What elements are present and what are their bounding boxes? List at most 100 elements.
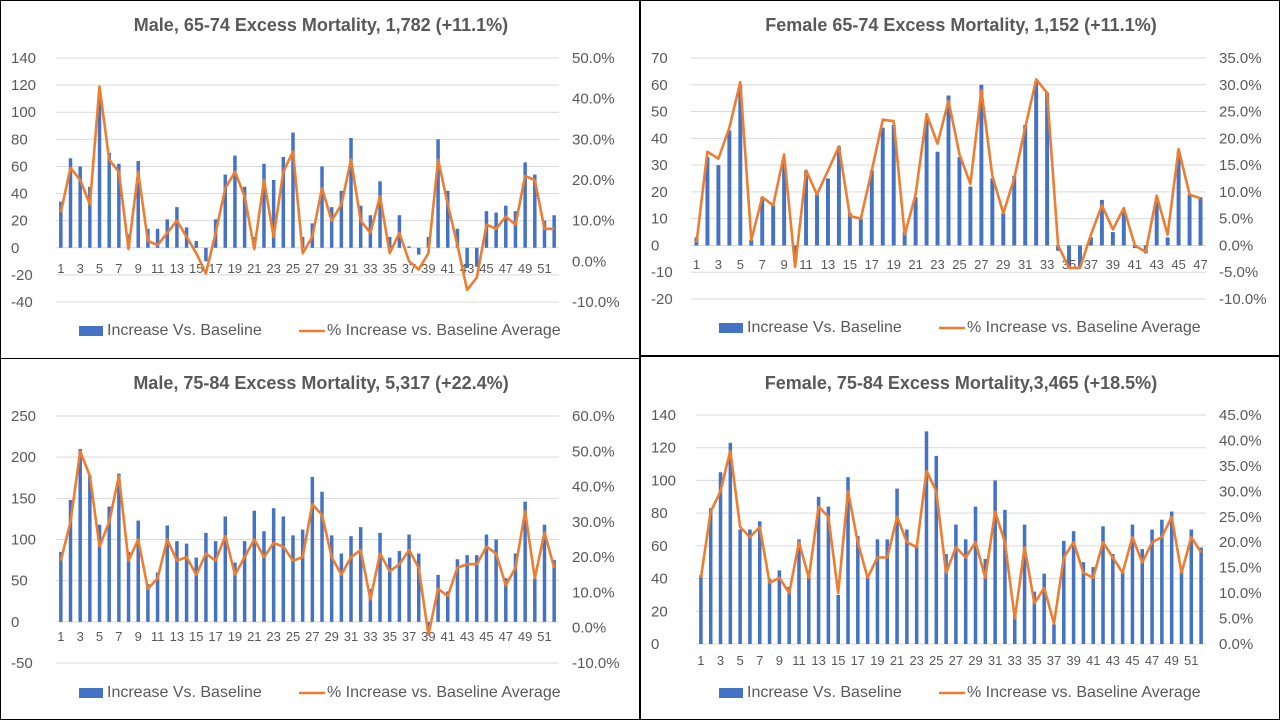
x-tick-label: 19	[228, 261, 242, 276]
bar	[924, 431, 929, 644]
y-tick-label: 0	[651, 237, 659, 254]
x-tick-label: 25	[929, 653, 943, 668]
chart-male-65-74: Male, 65-74 Excess Mortality, 1,782 (+11…	[11, 15, 620, 339]
bar	[748, 529, 752, 644]
series-line	[695, 78, 1201, 270]
y-tick-label: 0	[11, 614, 19, 631]
bar	[705, 157, 710, 246]
y2-tick-label: 30.0%	[1219, 77, 1262, 94]
x-tick-label: 11	[792, 653, 806, 668]
bar	[504, 205, 508, 248]
bar	[771, 205, 776, 246]
legend-swatch-bar	[719, 323, 743, 333]
bar	[826, 506, 831, 644]
x-tick-label: 33	[1040, 257, 1054, 272]
y2-tick-label: 30.0%	[1219, 483, 1262, 500]
y-tick-label: -20	[651, 291, 673, 308]
y-tick-label: 80	[11, 131, 28, 148]
bar	[869, 170, 874, 246]
bar	[88, 475, 92, 622]
x-tick-label: 39	[421, 261, 435, 276]
y2-tick-label: 20.0%	[572, 172, 615, 189]
bar	[1111, 554, 1115, 644]
chart-female-75-84: Female, 75-84 Excess Mortality,3,465 (+1…	[651, 373, 1262, 701]
x-tick-label: 25	[286, 261, 300, 276]
legend-swatch-bar	[719, 688, 743, 698]
bar	[223, 516, 228, 622]
bar	[291, 535, 295, 622]
bar	[233, 562, 237, 622]
bar	[880, 127, 885, 246]
x-tick-label: 21	[247, 261, 261, 276]
bar	[1160, 519, 1164, 644]
x-tick-label: 5	[96, 629, 103, 644]
bar	[136, 161, 140, 248]
chart-panel-male-65-74: Male, 65-74 Excess Mortality, 1,782 (+11…	[0, 0, 640, 360]
y2-tick-label: 15.0%	[1219, 560, 1262, 577]
y2-tick-label: 30.0%	[572, 514, 615, 531]
x-tick-label: 29	[968, 653, 982, 668]
y-tick-label: 60	[651, 538, 668, 555]
x-tick-label: 39	[421, 629, 435, 644]
y-tick-label: 120	[651, 440, 676, 457]
bar	[339, 190, 344, 248]
y2-tick-label: 40.0%	[572, 479, 615, 496]
y2-tick-label: 35.0%	[1219, 50, 1262, 67]
bar	[954, 524, 958, 644]
legend-label-line: % Increase vs. Baseline Average	[967, 319, 1201, 336]
y2-tick-label: 40.0%	[1219, 432, 1262, 449]
x-tick-label: 23	[930, 257, 944, 272]
bar	[329, 207, 334, 248]
x-tick-label: 51	[537, 261, 551, 276]
bar	[136, 520, 140, 622]
bar	[252, 510, 257, 622]
bar	[242, 541, 247, 622]
x-tick-label: 43	[1149, 257, 1163, 272]
bar	[523, 501, 527, 622]
y2-tick-label: 10.0%	[572, 584, 615, 601]
x-tick-label: 13	[821, 257, 835, 272]
x-tick-label: 13	[811, 653, 825, 668]
bar	[204, 247, 208, 262]
x-tick-label: 9	[781, 257, 788, 272]
bar	[523, 162, 527, 248]
bar	[825, 178, 830, 246]
x-tick-label: 15	[189, 629, 203, 644]
bar	[891, 124, 896, 246]
x-tick-label: 17	[865, 257, 879, 272]
bar	[1023, 124, 1028, 246]
y2-tick-label: 20.0%	[572, 549, 615, 566]
y-tick-label: 50	[11, 573, 28, 590]
bar	[1067, 245, 1072, 267]
y2-tick-label: -10.0%	[572, 294, 620, 311]
y2-tick-label: 0.0%	[1219, 237, 1253, 254]
bar	[760, 197, 765, 246]
x-tick-label: 11	[799, 257, 813, 272]
bar	[963, 539, 968, 644]
bar	[281, 516, 286, 622]
bar	[300, 529, 305, 622]
bar	[416, 553, 421, 622]
x-tick-label: 45	[479, 261, 493, 276]
bar	[1130, 524, 1135, 644]
bar	[310, 476, 315, 622]
y2-tick-label: 10.0%	[1219, 585, 1262, 602]
y-tick-label: 150	[11, 490, 36, 507]
y2-tick-label: 20.0%	[1219, 130, 1262, 147]
bar	[233, 155, 237, 248]
y-tick-label: 40	[651, 130, 668, 147]
y2-tick-label: 5.0%	[1219, 211, 1253, 228]
bar	[836, 146, 841, 246]
bar	[944, 554, 948, 644]
bar	[1045, 92, 1050, 246]
x-tick-label: 45	[1171, 257, 1185, 272]
bar	[902, 232, 907, 246]
bar	[856, 536, 860, 644]
bar	[455, 228, 460, 248]
x-tick-label: 19	[886, 257, 900, 272]
y-tick-label: 20	[11, 213, 28, 230]
bar	[946, 95, 951, 246]
x-tick-label: 27	[305, 261, 319, 276]
legend-label-bar: Increase Vs. Baseline	[747, 319, 902, 336]
bar	[1078, 245, 1082, 267]
